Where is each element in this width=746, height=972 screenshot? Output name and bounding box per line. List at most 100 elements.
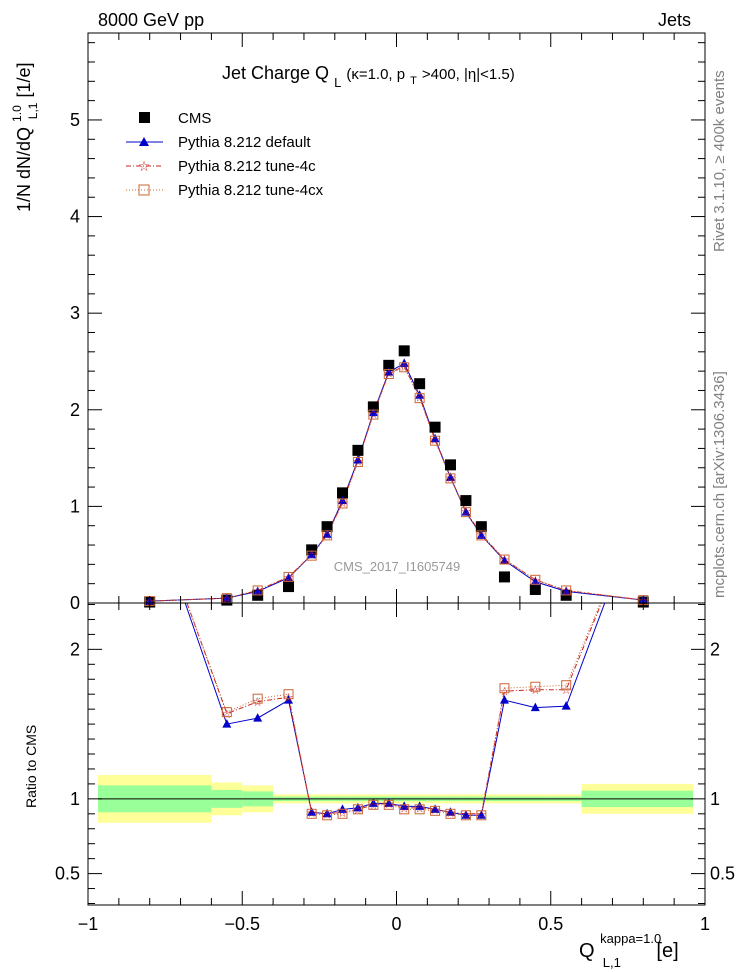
legend-marker-default bbox=[139, 137, 149, 146]
main-data-point: ☆ bbox=[368, 407, 379, 421]
legend-label-cms: CMS bbox=[178, 110, 211, 127]
legend-marker-tune4c: ☆ bbox=[138, 158, 151, 174]
watermark: CMS_2017_I1605749 bbox=[334, 559, 461, 574]
ratio-data-point bbox=[476, 810, 486, 819]
main-data-point: ☆ bbox=[499, 553, 510, 567]
ratio-data-point bbox=[307, 807, 317, 816]
main-data-point: ☆ bbox=[430, 433, 441, 447]
main-data-point bbox=[414, 378, 426, 390]
main-data-point bbox=[445, 473, 456, 484]
ratio-x-label: Q kappa=1.0 L,1 [e] bbox=[579, 926, 679, 972]
main-data-point: ☆ bbox=[445, 471, 456, 485]
main-data-point bbox=[306, 550, 317, 561]
ratio-data-point: ☆ bbox=[283, 691, 294, 705]
ratio-data-point bbox=[368, 799, 379, 810]
main-y-tick-label: 0 bbox=[70, 593, 80, 613]
main-data-point: ☆ bbox=[353, 454, 364, 468]
main-series-line bbox=[149, 366, 644, 602]
main-data-point bbox=[561, 585, 572, 596]
ratio-data-point bbox=[283, 689, 294, 700]
ratio-clipped-marks: ☆☆ ☆☆ ☆ ☆ ☆ ☆ ☆ ☆ ☆ ☆ ☆ ☆ ☆☆ ☆ ☆ bbox=[184, 603, 606, 821]
main-data-point bbox=[429, 421, 441, 433]
main-data-point bbox=[367, 401, 379, 413]
ratio-data-point bbox=[337, 808, 348, 819]
ratio-data-point bbox=[561, 680, 572, 691]
ratio-y-tick-label: 2 bbox=[70, 639, 80, 659]
ratio-uncertainty-band bbox=[98, 774, 693, 823]
ratio-data-point bbox=[306, 808, 317, 819]
main-data-point bbox=[384, 367, 394, 376]
ratio-data-point bbox=[322, 810, 333, 821]
main-data-point bbox=[337, 498, 348, 509]
main-data-point bbox=[499, 555, 509, 564]
main-data-point bbox=[284, 572, 294, 582]
ratio-data-point bbox=[430, 805, 441, 816]
ratio-data-point: ☆ bbox=[221, 707, 232, 721]
main-data-point bbox=[383, 359, 395, 371]
ratio-series-line bbox=[184, 603, 606, 816]
ratio-series-line bbox=[186, 603, 602, 815]
ratio-series-line bbox=[186, 603, 601, 816]
ratio-data-point bbox=[461, 810, 471, 819]
main-data-point bbox=[414, 393, 425, 404]
ratio-data-marks: ☆☆ ☆☆ ☆ ☆ ☆ ☆ ☆ ☆ ☆ ☆ ☆ ☆ ☆☆ ☆ ☆ bbox=[184, 603, 606, 821]
main-data-point bbox=[475, 521, 487, 533]
main-data-point bbox=[353, 455, 363, 464]
main-data-point bbox=[383, 369, 394, 380]
main-data-point: ☆ bbox=[461, 505, 472, 519]
ratio-y-tick-label-right: 0.5 bbox=[710, 864, 735, 884]
main-y-label: 1/N dN/dQ 1.0 L,1 [1/e] bbox=[5, 63, 41, 213]
main-data-point: ☆ bbox=[399, 360, 410, 374]
main-data-point: ☆ bbox=[414, 391, 425, 405]
main-y-tick-label: 3 bbox=[70, 303, 80, 323]
ratio-data-point: ☆ bbox=[445, 806, 456, 820]
main-data-point bbox=[322, 530, 333, 541]
ratio-frame bbox=[87, 602, 706, 906]
main-data-point: ☆ bbox=[221, 592, 232, 606]
ratio-x-tick-label: 1 bbox=[700, 914, 710, 934]
main-data-point bbox=[430, 433, 440, 443]
main-data-point bbox=[444, 459, 456, 471]
ratio-x-tick-label: 0.5 bbox=[538, 914, 563, 934]
ratio-data-point: ☆ bbox=[399, 801, 410, 815]
ratio-data-point: ☆ bbox=[430, 803, 441, 817]
ratio-x-tick-label: 0 bbox=[391, 914, 401, 934]
main-data-point bbox=[398, 345, 410, 357]
ratio-x-tick-label: −0.5 bbox=[224, 914, 260, 934]
ratio-data-point bbox=[338, 804, 348, 813]
ratio-data-point: ☆ bbox=[499, 685, 510, 699]
main-data-point bbox=[352, 444, 364, 456]
ratio-data-point bbox=[399, 801, 409, 810]
main-data-point bbox=[461, 507, 471, 516]
main-panel: ☆ ☆☆☆☆☆☆☆☆☆ ☆☆☆☆☆☆☆☆☆☆ CMS_2017_I1605749 0… bbox=[5, 32, 706, 613]
legend: CMS Pythia 8.212 default ☆ Pythia 8.212 … bbox=[126, 110, 324, 199]
ratio-data-point bbox=[384, 798, 394, 807]
ratio-data-point bbox=[222, 719, 232, 728]
main-data-point: ☆ bbox=[530, 573, 541, 587]
main-data-point: ☆ bbox=[383, 367, 394, 381]
legend-marker-tune4cx bbox=[138, 184, 150, 196]
ratio-y-tick-label: 1 bbox=[70, 789, 80, 809]
ratio-data-point: ☆ bbox=[476, 807, 487, 821]
main-data-point: ☆ bbox=[476, 528, 487, 542]
main-data-point bbox=[460, 507, 471, 518]
main-data-point bbox=[430, 435, 441, 446]
main-data-point: ☆ bbox=[252, 584, 263, 598]
ratio-data-point bbox=[530, 681, 541, 692]
ratio-data-point bbox=[414, 804, 425, 815]
main-y-tick-label: 2 bbox=[70, 400, 80, 420]
ratio-data-point bbox=[499, 683, 510, 694]
ratio-data-point bbox=[353, 802, 363, 812]
ratio-data-point: ☆ bbox=[368, 798, 379, 812]
legend-label-tune4cx: Pythia 8.212 tune-4cx bbox=[178, 182, 324, 199]
header-category: Jets bbox=[658, 10, 691, 30]
main-data-point bbox=[498, 571, 510, 583]
main-y-tick-label: 1 bbox=[70, 496, 80, 516]
ratio-data-point: ☆ bbox=[461, 807, 472, 821]
ratio-y-tick-label-right: 2 bbox=[710, 639, 720, 659]
ratio-data-point bbox=[221, 707, 232, 718]
main-data-point: ☆ bbox=[561, 584, 572, 598]
main-data-point: ☆ bbox=[306, 548, 317, 562]
main-data-point bbox=[283, 571, 294, 582]
